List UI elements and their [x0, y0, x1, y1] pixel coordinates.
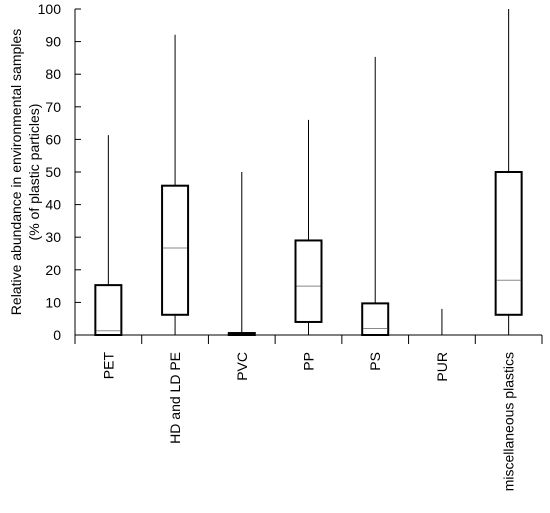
box-iqr	[294, 239, 323, 323]
x-category-label: PVC	[234, 352, 250, 381]
y-axis-title: Relative abundance in environmental samp…	[8, 29, 24, 315]
x-axis	[74, 334, 543, 344]
x-category-label: HD and LD PE	[167, 352, 183, 444]
y-tick-label: 80	[45, 66, 61, 82]
box-iqr	[161, 184, 190, 316]
boxes	[94, 9, 523, 337]
x-category-label: PP	[301, 352, 317, 371]
box-pp	[294, 119, 323, 335]
y-tick-label: 20	[45, 262, 61, 278]
box-miscellaneous-plastics	[494, 9, 523, 335]
box-iqr	[94, 284, 123, 337]
box-iqr	[494, 171, 523, 316]
box-iqr	[227, 332, 256, 337]
box-pvc	[227, 172, 256, 337]
y-tick-label: 40	[45, 197, 61, 213]
box-pet	[94, 135, 123, 337]
y-tick-label: 30	[45, 229, 61, 245]
y-axis: 0 10 20 30 40 50 60 70 80 90 100	[38, 1, 81, 343]
y-tick-label: 0	[53, 327, 61, 343]
box-ps	[361, 56, 390, 336]
y-tick-label: 90	[45, 34, 61, 50]
y-tick-label: 60	[45, 131, 61, 147]
x-category-label: PUR	[434, 352, 450, 382]
x-category-label: miscellaneous plastics	[501, 352, 517, 491]
y-axis-title-unit: (% of plastic particles)	[26, 104, 42, 241]
box-hd-and-ld-pe	[161, 34, 190, 335]
y-tick-label: 50	[45, 164, 61, 180]
box-iqr	[361, 302, 390, 336]
y-tick-label: 100	[38, 1, 62, 17]
y-tick-label: 70	[45, 99, 61, 115]
x-category-label: PS	[367, 352, 383, 371]
y-tick-label: 10	[45, 294, 61, 310]
category-labels: PET HD and LD PE PVC PP PS PUR miscellaneous p…	[100, 352, 516, 492]
x-category-label: PET	[100, 352, 116, 380]
